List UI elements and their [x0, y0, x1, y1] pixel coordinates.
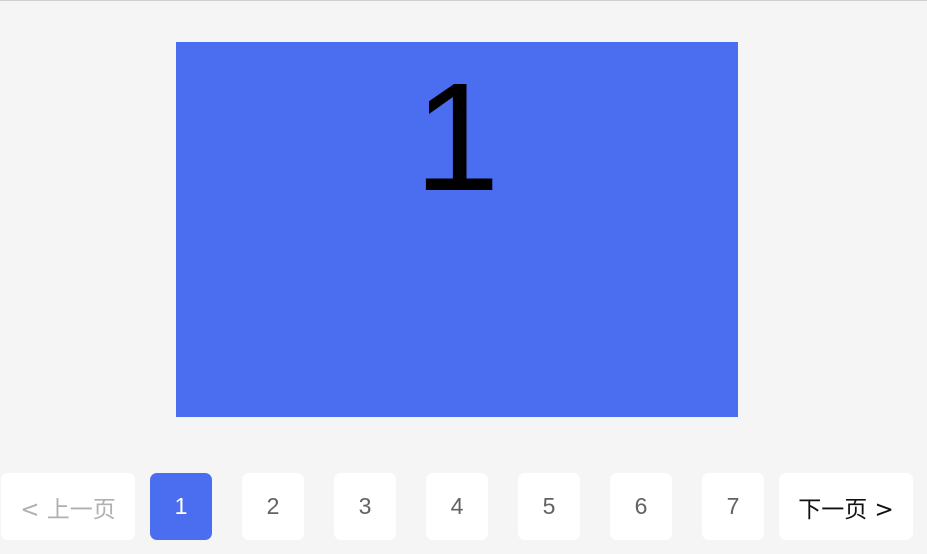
next-page-button[interactable]: 下一页 >	[779, 473, 913, 540]
page-button-4[interactable]: 4	[426, 473, 488, 540]
page-button-5[interactable]: 5	[518, 473, 580, 540]
page-button-2[interactable]: 2	[242, 473, 304, 540]
page-button-1[interactable]: 1	[150, 473, 212, 540]
slide-number: 1	[414, 51, 500, 223]
prev-page-button[interactable]: < 上一页	[1, 473, 135, 540]
page-button-6[interactable]: 6	[610, 473, 672, 540]
page-button-7[interactable]: 7	[702, 473, 764, 540]
page-button-3[interactable]: 3	[334, 473, 396, 540]
carousel-slide: 1	[176, 42, 738, 417]
